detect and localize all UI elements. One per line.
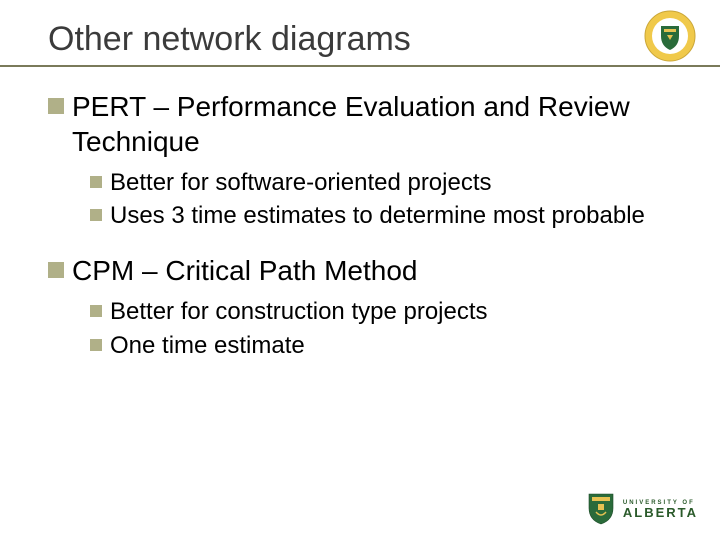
bullet-text: Better for construction type projects: [110, 296, 488, 327]
bullet-text: PERT – Performance Evaluation and Review…: [72, 89, 672, 159]
wordmark-line2: ALBERTA: [623, 506, 698, 519]
bullet-level2: One time estimate: [90, 330, 672, 361]
slide-content: PERT – Performance Evaluation and Review…: [48, 67, 672, 361]
bullet-text: CPM – Critical Path Method: [72, 253, 417, 288]
sub-bullet-group: Better for software-oriented projects Us…: [90, 167, 672, 231]
bullet-level2: Uses 3 time estimates to determine most …: [90, 200, 672, 231]
bullet-text: One time estimate: [110, 330, 305, 361]
bullet-level1: PERT – Performance Evaluation and Review…: [48, 89, 672, 159]
bullet-text: Better for software-oriented projects: [110, 167, 492, 198]
shield-icon: [587, 492, 615, 526]
bullet-level2: Better for construction type projects: [90, 296, 672, 327]
square-bullet-icon: [90, 339, 102, 351]
bullet-level2: Better for software-oriented projects: [90, 167, 672, 198]
university-wordmark: UNIVERSITY OF ALBERTA: [623, 500, 698, 519]
square-bullet-icon: [48, 262, 64, 278]
university-seal-icon: [644, 10, 696, 62]
sub-bullet-group: Better for construction type projects On…: [90, 296, 672, 360]
square-bullet-icon: [90, 305, 102, 317]
slide: Other network diagrams PERT – Performanc…: [0, 0, 720, 540]
bullet-level1: CPM – Critical Path Method: [48, 253, 672, 288]
bullet-text: Uses 3 time estimates to determine most …: [110, 200, 645, 231]
square-bullet-icon: [90, 176, 102, 188]
slide-title: Other network diagrams: [48, 20, 672, 59]
university-logo: UNIVERSITY OF ALBERTA: [587, 492, 698, 526]
square-bullet-icon: [48, 98, 64, 114]
title-rule: [0, 65, 720, 67]
square-bullet-icon: [90, 209, 102, 221]
